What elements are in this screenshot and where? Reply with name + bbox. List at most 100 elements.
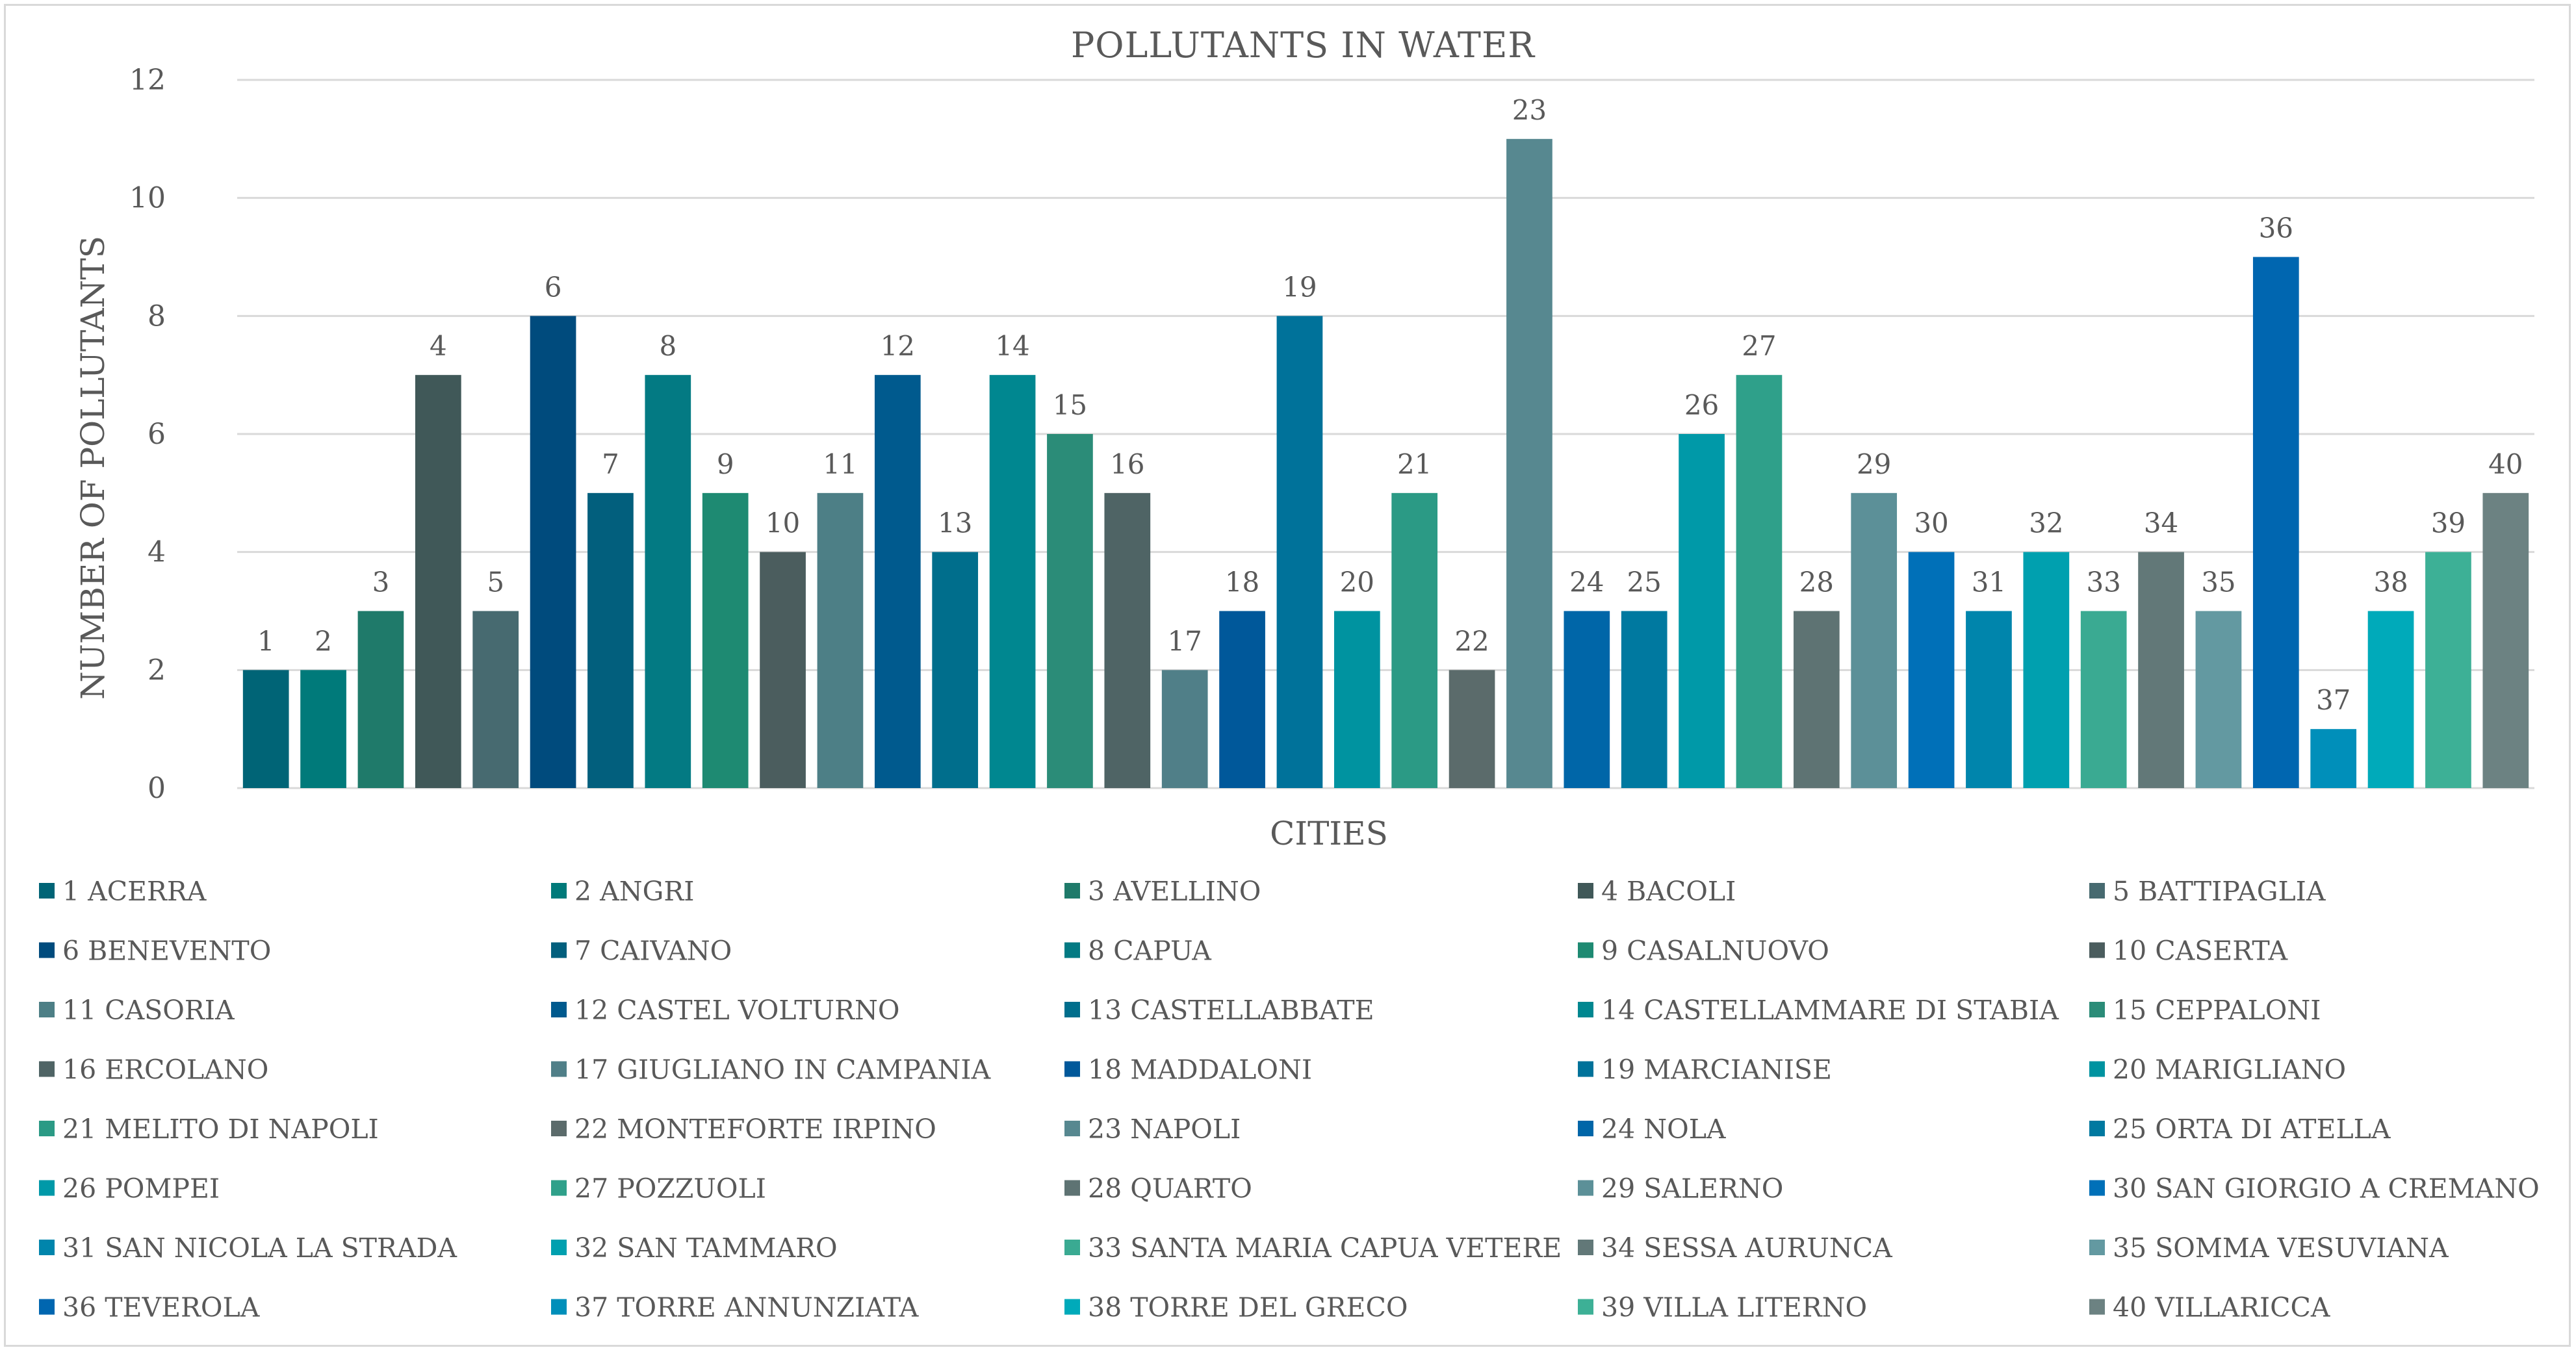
data-label: 22 [1454, 625, 1489, 657]
legend-item-label: 24 NOLA [1601, 1114, 1727, 1145]
bar [645, 375, 691, 788]
legend-swatch [2089, 883, 2105, 899]
bar [1679, 434, 1725, 788]
legend-swatch [1064, 1061, 1080, 1077]
legend-item-label: 22 MONTEFORTE IRPINO [574, 1114, 936, 1145]
bar [357, 611, 404, 788]
legend-item-label: 30 SAN GIORGIO A CREMANO [2113, 1173, 2540, 1205]
bar [1333, 611, 1380, 788]
legend-item-label: 39 VILLA LITERNO [1601, 1292, 1867, 1323]
legend-swatch [1064, 1240, 1080, 1255]
y-tick-label: 2 [148, 654, 166, 687]
bar [2482, 492, 2529, 788]
data-label: 20 [1340, 567, 1374, 598]
bar [1449, 670, 1495, 788]
chart-title: POLLUTANTS IN WATER [1071, 25, 1535, 66]
legend-item-label: 18 MADDALONI [1088, 1054, 1312, 1086]
legend-item-label: 14 CASTELLAMMARE DI STABIA [1601, 995, 2059, 1026]
legend-item-label: 34 SESSA AURUNCA [1601, 1232, 1893, 1264]
legend-swatch [39, 1240, 55, 1255]
legend-item-label: 25 ORTA DI ATELLA [2113, 1114, 2391, 1145]
y-tick-label: 8 [148, 300, 166, 333]
data-label: 25 [1627, 567, 1661, 598]
bar [1793, 611, 1840, 788]
y-tick-label: 4 [148, 536, 166, 569]
data-label: 1 [257, 625, 275, 657]
legend-swatch [551, 1240, 567, 1255]
legend-item-label: 13 CASTELLABBATE [1088, 995, 1374, 1026]
bar [2310, 729, 2357, 788]
data-label: 34 [2144, 507, 2178, 539]
legend-swatch [2089, 1121, 2105, 1136]
legend-swatch [551, 883, 567, 899]
legend-swatch [1064, 1121, 1080, 1136]
data-label: 2 [315, 625, 332, 657]
data-label: 29 [1857, 448, 1891, 480]
legend-item-label: 37 TORRE ANNUNZIATA [574, 1292, 920, 1323]
data-label: 12 [881, 330, 915, 362]
bar [874, 375, 921, 788]
data-label: 27 [1742, 330, 1776, 362]
data-label: 38 [2373, 567, 2408, 598]
data-label: 7 [602, 448, 619, 480]
legend-item-label: 17 GIUGLIANO IN CAMPANIA [574, 1054, 992, 1086]
bar [932, 552, 979, 788]
data-label: 3 [372, 567, 390, 598]
legend-item-label: 35 SOMMA VESUVIANA [2113, 1232, 2449, 1264]
data-label: 4 [430, 330, 447, 362]
data-label: 36 [2259, 212, 2293, 244]
bar [2252, 257, 2299, 788]
legend-item-label: 40 VILLARICCA [2113, 1292, 2331, 1323]
bar [530, 316, 576, 788]
bar [415, 375, 461, 788]
bar [2138, 552, 2184, 788]
bar [1219, 611, 1265, 788]
bar [1564, 611, 1610, 788]
bar [989, 375, 1036, 788]
legend-swatch [1578, 1121, 1593, 1136]
data-label: 21 [1397, 448, 1432, 480]
legend-item-label: 23 NAPOLI [1088, 1114, 1241, 1145]
bar [472, 611, 519, 788]
bar [760, 552, 806, 788]
legend-item-label: 7 CAIVANO [574, 936, 732, 967]
legend-item-label: 10 CASERTA [2113, 936, 2288, 967]
legend-swatch [1064, 1180, 1080, 1196]
legend-swatch [1578, 1240, 1593, 1255]
legend-swatch [551, 1061, 567, 1077]
legend-item-label: 33 SANTA MARIA CAPUA VETERE [1088, 1232, 1562, 1264]
data-label: 24 [1569, 567, 1604, 598]
bar [1736, 375, 1783, 788]
legend-item-label: 5 BATTIPAGLIA [2113, 876, 2326, 907]
bar [2080, 611, 2127, 788]
legend-swatch [39, 1061, 55, 1077]
legend-swatch [39, 1002, 55, 1017]
legend-item-label: 9 CASALNUOVO [1601, 936, 1829, 967]
bar [1276, 316, 1323, 788]
legend-item-label: 3 AVELLINO [1088, 876, 1261, 907]
legend-swatch [2089, 1240, 2105, 1255]
legend-item-label: 12 CASTEL VOLTURNO [574, 995, 899, 1026]
y-axis-ticks: 0 2 4 6 8 10 12 [129, 64, 166, 805]
legend-swatch [1064, 1002, 1080, 1017]
legend-swatch [39, 883, 55, 899]
legend-swatch [1578, 1002, 1593, 1017]
legend-item-label: 11 CASORIA [62, 995, 235, 1026]
legend-swatch [551, 1002, 567, 1017]
legend-item-label: 27 POZZUOLI [574, 1173, 766, 1205]
bar [300, 670, 346, 788]
data-label: 11 [823, 448, 857, 480]
legend-swatch [1578, 942, 1593, 958]
legend-item-label: 4 BACOLI [1601, 876, 1736, 907]
legend-swatch [39, 942, 55, 958]
bar [1104, 492, 1151, 788]
legend-swatch [39, 1121, 55, 1136]
legend-swatch [1064, 1299, 1080, 1315]
bar [1966, 611, 2012, 788]
bar [2195, 611, 2242, 788]
y-tick-label: 10 [129, 182, 166, 215]
data-label: 8 [659, 330, 676, 362]
bar [587, 492, 634, 788]
